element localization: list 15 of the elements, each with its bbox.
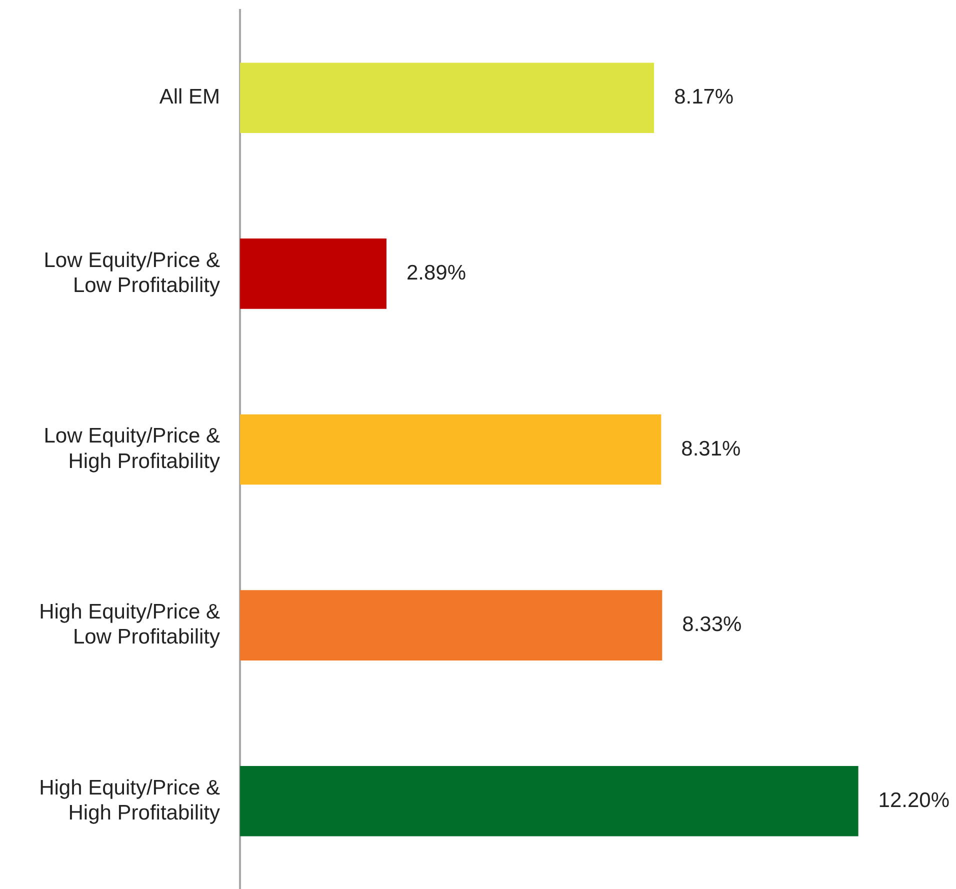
y-tick-label: Low Equity/Price & High Profitability [44,424,220,473]
bar [240,238,386,309]
data-label: 2.89% [406,261,466,284]
bar [240,766,858,836]
bar [240,62,654,134]
data-label: 12.20% [878,788,950,812]
y-tick-label: Low Equity/Price & Low Profitability [44,248,220,298]
data-label: 8.17% [674,86,734,109]
y-tick-label: High Equity/Price & Low Profitability [39,600,220,649]
bar [240,590,662,660]
y-tick-label: All EM [159,86,220,109]
data-label: 8.33% [682,613,742,636]
data-label: 8.31% [681,437,741,460]
y-tick-label: High Equity/Price & High Profitability [39,776,220,824]
bar [240,414,662,485]
